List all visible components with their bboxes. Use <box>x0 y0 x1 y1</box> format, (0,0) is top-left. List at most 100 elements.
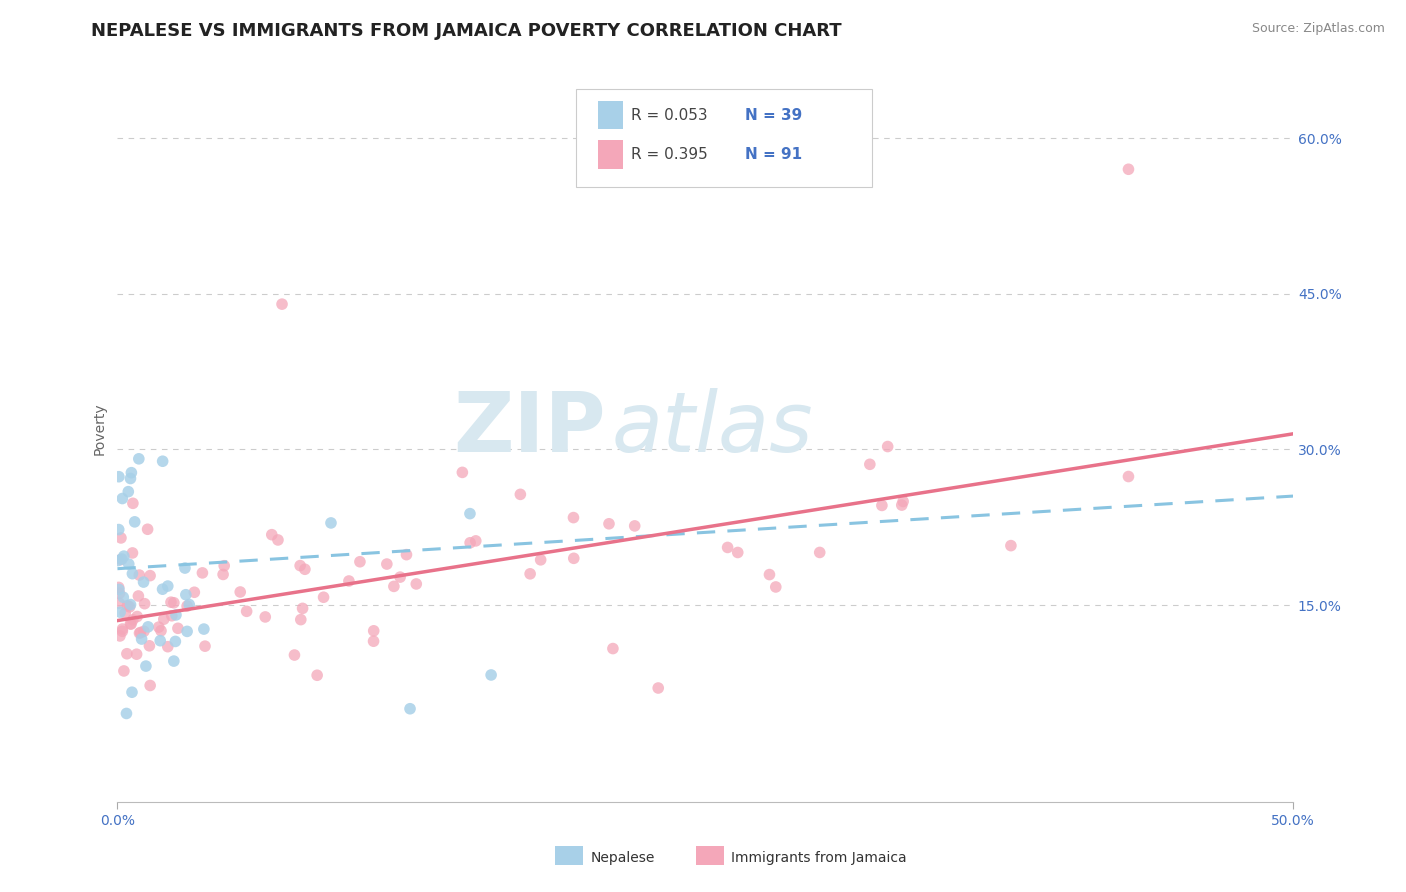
Text: N = 39: N = 39 <box>745 108 803 122</box>
Point <box>121 546 143 560</box>
Point <box>212 567 235 582</box>
Point <box>290 613 312 627</box>
Point <box>176 599 198 613</box>
Point <box>194 639 217 653</box>
Point <box>120 466 142 480</box>
Point <box>451 466 474 480</box>
Point <box>598 516 620 531</box>
Text: N = 91: N = 91 <box>745 147 803 161</box>
Text: NEPALESE VS IMMIGRANTS FROM JAMAICA POVERTY CORRELATION CHART: NEPALESE VS IMMIGRANTS FROM JAMAICA POVE… <box>91 22 842 40</box>
Point <box>283 648 305 662</box>
Point <box>758 567 780 582</box>
Point <box>117 484 139 499</box>
Point <box>160 608 183 623</box>
Point <box>395 548 418 562</box>
Point <box>120 598 142 612</box>
Point <box>108 586 131 600</box>
Point <box>229 585 252 599</box>
Point <box>307 668 329 682</box>
Point <box>647 681 669 695</box>
Point <box>118 557 141 571</box>
Point <box>382 579 405 593</box>
Point <box>349 555 371 569</box>
Point <box>135 659 157 673</box>
Point <box>530 553 553 567</box>
Text: atlas: atlas <box>612 388 813 469</box>
Point <box>111 624 134 639</box>
Point <box>291 601 314 615</box>
Point <box>174 561 197 575</box>
Text: R = 0.395: R = 0.395 <box>631 147 709 161</box>
Point <box>148 620 170 634</box>
Point <box>149 633 172 648</box>
Point <box>717 541 740 555</box>
Point <box>174 588 197 602</box>
Point <box>1118 162 1140 177</box>
Point <box>115 706 138 721</box>
Point <box>294 562 316 576</box>
Point <box>117 599 139 613</box>
Point <box>115 647 138 661</box>
Text: Source: ZipAtlas.com: Source: ZipAtlas.com <box>1251 22 1385 36</box>
Point <box>458 535 481 549</box>
Point <box>128 568 150 582</box>
Point <box>122 496 145 510</box>
Point <box>271 297 294 311</box>
Point <box>1118 469 1140 483</box>
Point <box>153 612 176 626</box>
Point <box>112 591 135 605</box>
Point <box>107 523 129 537</box>
Point <box>260 527 283 541</box>
Point <box>132 575 155 590</box>
Point <box>138 639 160 653</box>
Point <box>111 552 134 566</box>
Point <box>1000 539 1022 553</box>
Point <box>727 545 749 559</box>
Point <box>108 582 131 597</box>
Point <box>363 634 385 648</box>
Point <box>235 604 257 618</box>
Point <box>139 568 162 582</box>
Point <box>765 580 787 594</box>
Point <box>312 591 335 605</box>
Point <box>179 598 201 612</box>
Point <box>112 549 135 563</box>
Point <box>156 640 179 654</box>
Point <box>464 533 486 548</box>
Point <box>602 641 624 656</box>
Point <box>808 545 831 559</box>
Point <box>165 634 187 648</box>
Point <box>890 498 912 512</box>
Point <box>110 531 132 545</box>
Point <box>375 557 398 571</box>
Point <box>136 522 159 536</box>
Y-axis label: Poverty: Poverty <box>93 402 107 455</box>
Point <box>128 451 150 466</box>
Point <box>399 702 422 716</box>
Point <box>132 624 155 639</box>
Point <box>107 581 129 595</box>
Point <box>111 622 134 636</box>
Point <box>176 624 198 639</box>
Point <box>107 553 129 567</box>
Point <box>163 596 186 610</box>
Point <box>120 471 142 485</box>
Point <box>562 510 585 524</box>
Point <box>139 678 162 692</box>
Point <box>212 558 235 573</box>
Point <box>108 469 131 483</box>
Point <box>891 494 914 508</box>
Point <box>337 574 360 588</box>
Point <box>152 582 174 597</box>
Text: Nepalese: Nepalese <box>591 851 655 865</box>
Point <box>108 605 131 619</box>
Point <box>519 566 541 581</box>
Point <box>111 491 134 506</box>
Point <box>152 454 174 468</box>
Point <box>112 664 135 678</box>
Point <box>150 624 173 638</box>
Point <box>125 647 148 661</box>
Point <box>163 654 186 668</box>
Point <box>120 616 142 631</box>
Point <box>127 589 149 603</box>
